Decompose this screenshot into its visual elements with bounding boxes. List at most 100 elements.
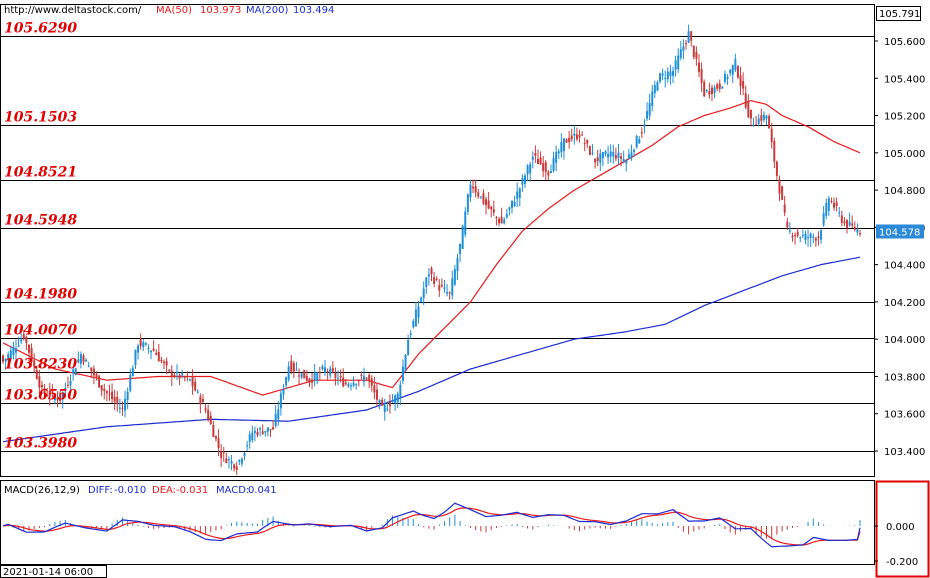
- candle-down: [298, 375, 301, 377]
- ma200-value: 103.494: [293, 5, 334, 16]
- candle-down: [303, 369, 306, 379]
- candle-up: [664, 77, 667, 79]
- price-tick-label: 105.000: [884, 149, 925, 160]
- candle-up: [788, 230, 791, 232]
- current-price-label: 104.578: [879, 228, 920, 239]
- candle-down: [796, 231, 799, 236]
- candle-up: [661, 73, 664, 76]
- candle-down: [498, 218, 501, 224]
- candle-down: [568, 137, 571, 143]
- candle-down: [430, 268, 433, 275]
- candle-down: [157, 351, 160, 362]
- candle-down: [640, 132, 643, 134]
- candle-down: [749, 109, 752, 119]
- candle-down: [846, 220, 849, 229]
- candle-down: [755, 124, 758, 126]
- candle-down: [186, 376, 189, 378]
- candle-up: [762, 114, 765, 120]
- price-panel-frame: [0, 4, 875, 477]
- candle-down: [570, 135, 573, 140]
- candle-down: [778, 179, 781, 194]
- candle-down: [697, 62, 700, 72]
- candle-up: [848, 221, 851, 226]
- candle-down: [168, 369, 171, 371]
- candle-down: [482, 193, 485, 204]
- candle-up: [274, 413, 277, 426]
- candle-up: [404, 355, 407, 371]
- candle-down: [209, 415, 212, 425]
- candle-up: [391, 400, 394, 403]
- candle-up: [464, 211, 467, 235]
- header-url[interactable]: http://www.deltastock.com/: [4, 5, 142, 16]
- candle-down: [66, 384, 69, 386]
- candle-up: [726, 76, 729, 80]
- candle-down: [760, 115, 763, 121]
- candle-up: [181, 373, 184, 376]
- candle-down: [199, 396, 202, 405]
- candle-down: [46, 394, 49, 396]
- candle-up: [7, 354, 10, 360]
- candle-down: [30, 347, 33, 362]
- candle-up: [757, 118, 760, 124]
- ma50-layer: [2, 99, 861, 396]
- candle-up: [511, 200, 514, 208]
- candle-up: [316, 372, 319, 381]
- candle-up: [12, 346, 15, 355]
- candle-down: [38, 376, 41, 388]
- candle-down: [710, 87, 713, 94]
- candle-up: [362, 376, 365, 382]
- candle-down: [814, 238, 817, 241]
- candle-down: [581, 134, 584, 136]
- candle-up: [601, 152, 604, 159]
- candle-down: [368, 375, 371, 381]
- candle-down: [214, 436, 217, 439]
- candle-down: [565, 139, 568, 143]
- candle-up: [147, 348, 150, 350]
- price-tick-label: 103.600: [884, 410, 925, 421]
- candle-up: [134, 349, 137, 366]
- candle-down: [222, 452, 225, 454]
- candle-down: [547, 171, 550, 176]
- candle-down: [786, 221, 789, 228]
- candle-down: [160, 359, 163, 362]
- candle-up: [653, 85, 656, 94]
- candle-up: [513, 202, 516, 207]
- candle-down: [692, 46, 695, 58]
- candle-up: [557, 151, 560, 154]
- candle-up: [264, 430, 267, 433]
- candle-up: [300, 373, 303, 378]
- candle-up: [630, 152, 633, 159]
- level-label: 103.6550: [4, 388, 77, 404]
- candle-down: [768, 116, 771, 129]
- candle-up: [126, 391, 129, 401]
- candle-up: [599, 153, 602, 163]
- candle-down: [191, 376, 194, 387]
- candle-down: [794, 235, 797, 237]
- candle-up: [85, 359, 88, 362]
- candle-down: [105, 391, 108, 393]
- fib-levels: [1, 36, 874, 452]
- candle-up: [731, 65, 734, 75]
- macd-dea-label: DEA:: [152, 485, 176, 496]
- candle-up: [705, 90, 708, 92]
- candle-up: [251, 432, 254, 441]
- candle-down: [59, 393, 62, 401]
- price-axis-area: [875, 4, 930, 476]
- candle-down: [48, 391, 51, 397]
- candle-up: [531, 156, 534, 160]
- candle-up: [560, 142, 563, 153]
- top-price-label: 105.791: [879, 9, 920, 20]
- candle-up: [627, 154, 630, 159]
- candle-down: [326, 371, 329, 373]
- candle-up: [337, 377, 340, 379]
- price-tick-label: 105.400: [884, 74, 925, 85]
- macd-tick-label: -0.200: [886, 557, 918, 568]
- candle-down: [586, 140, 589, 144]
- candle-up: [355, 384, 358, 386]
- candle-up: [812, 236, 815, 238]
- candle-up: [638, 138, 641, 144]
- price-tick-label: 104.800: [884, 186, 925, 197]
- candle-down: [357, 380, 360, 382]
- candle-down: [716, 84, 719, 89]
